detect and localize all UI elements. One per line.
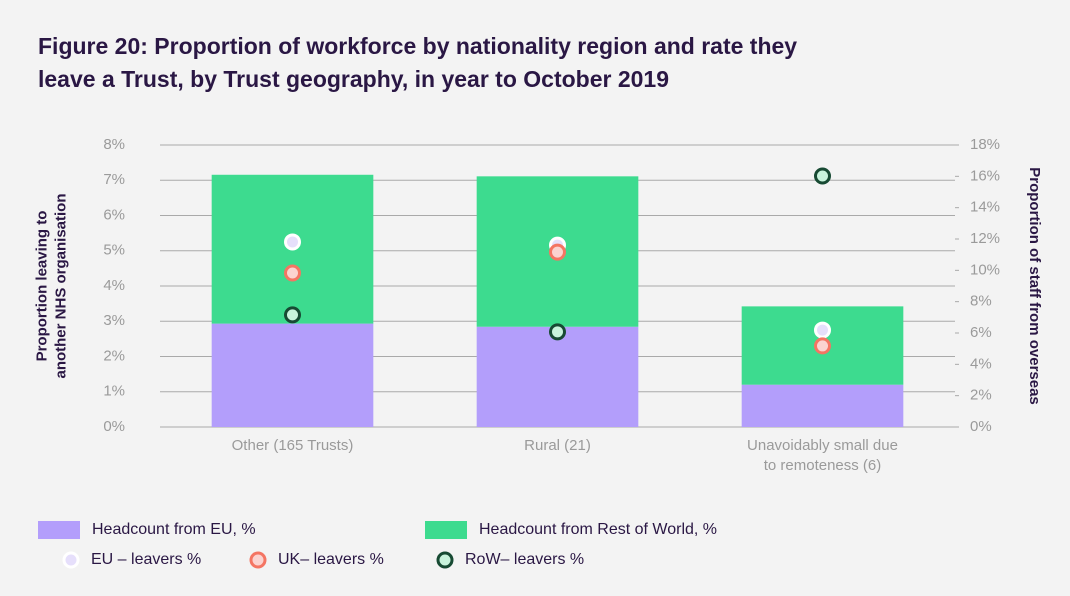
text-line: Rural (21): [524, 437, 591, 454]
y2-tick-label: 2%: [970, 387, 992, 404]
point: [284, 264, 301, 282]
text-line: leave a Trust, by Trust geography, in ye…: [38, 66, 669, 92]
legend-label: UK– leavers %: [278, 551, 384, 568]
legend-swatch: [38, 521, 80, 539]
text-line: Proportion leaving to: [33, 211, 50, 362]
x-tick-label: Other (165 Trusts): [232, 437, 354, 454]
x-tick-label: Rural (21): [524, 437, 591, 454]
y2-tick-label: 6%: [970, 324, 992, 341]
y2-tick-label: 10%: [970, 261, 1000, 278]
bar: [211, 323, 374, 427]
point: [814, 167, 831, 185]
point: [814, 337, 831, 355]
y2-tick-label: 4%: [970, 355, 992, 372]
legend-label: EU – leavers %: [91, 551, 201, 568]
bar: [741, 384, 904, 427]
y-axis-title: Proportion leaving to another NHS organis…: [33, 193, 69, 378]
bar: [476, 326, 639, 427]
y-tick-label: 2%: [103, 347, 125, 364]
legend-swatch: [425, 521, 467, 539]
point: [549, 323, 566, 341]
point: [284, 306, 301, 324]
y2-tick-label: 18%: [970, 136, 1000, 153]
text-line: Other (165 Trusts): [232, 437, 354, 454]
point: [284, 233, 301, 251]
y-tick-label: 0%: [103, 418, 125, 435]
y-tick-label: 7%: [103, 171, 125, 188]
y-tick-label: 3%: [103, 312, 125, 329]
y-tick-label: 5%: [103, 242, 125, 259]
y-tick-label: 8%: [103, 136, 125, 153]
y2-tick-label: 8%: [970, 293, 992, 310]
x-tick-label: Unavoidably small due to remoteness (6): [747, 437, 898, 474]
legend-label: Headcount from EU, %: [92, 521, 256, 538]
y-tick-label: 4%: [103, 277, 125, 294]
y2-tick-label: 16%: [970, 167, 1000, 184]
legend-marker: [62, 551, 80, 569]
text-line: another NHS organisation: [52, 193, 69, 378]
text-line: Figure 20: Proportion of workforce by na…: [38, 33, 797, 59]
point: [549, 243, 566, 261]
legend-marker: [249, 551, 267, 569]
text-line: Unavoidably small due: [747, 437, 898, 454]
y-tick-label: 1%: [103, 383, 125, 400]
legend-label: RoW– leavers %: [465, 551, 584, 568]
y2-tick-label: 14%: [970, 199, 1000, 216]
y2-tick-label: 0%: [970, 418, 992, 435]
y-tick-label: 6%: [103, 206, 125, 223]
legend-marker: [436, 551, 454, 569]
legend-label: Headcount from Rest of World, %: [479, 521, 717, 538]
point: [814, 321, 831, 339]
chart-title: Figure 20: Proportion of workforce by na…: [38, 33, 797, 92]
text-line: to remoteness (6): [764, 457, 882, 474]
y2-axis-title: Proportion of staff from overseas: [1026, 167, 1043, 405]
y2-tick-label: 12%: [970, 230, 1000, 247]
